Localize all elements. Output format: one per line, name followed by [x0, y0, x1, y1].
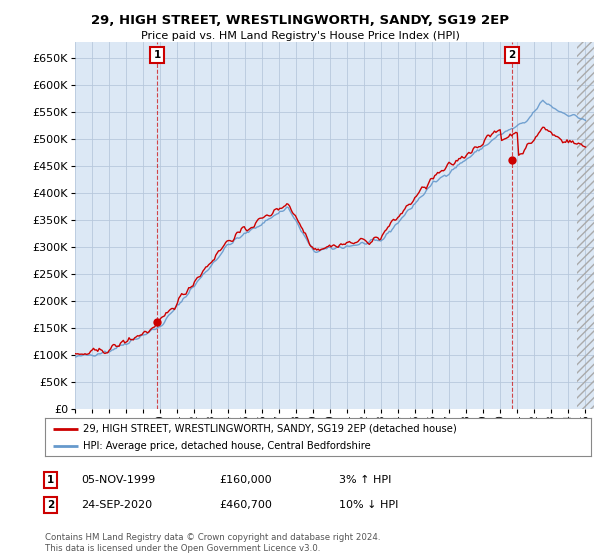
- Text: Price paid vs. HM Land Registry's House Price Index (HPI): Price paid vs. HM Land Registry's House …: [140, 31, 460, 41]
- Text: £460,700: £460,700: [219, 500, 272, 510]
- Text: Contains HM Land Registry data © Crown copyright and database right 2024.
This d: Contains HM Land Registry data © Crown c…: [45, 533, 380, 553]
- Text: HPI: Average price, detached house, Central Bedfordshire: HPI: Average price, detached house, Cent…: [83, 441, 371, 451]
- Text: 10% ↓ HPI: 10% ↓ HPI: [339, 500, 398, 510]
- Bar: [577, 42, 594, 409]
- Text: 24-SEP-2020: 24-SEP-2020: [81, 500, 152, 510]
- Text: 2: 2: [47, 500, 54, 510]
- Text: 29, HIGH STREET, WRESTLINGWORTH, SANDY, SG19 2EP: 29, HIGH STREET, WRESTLINGWORTH, SANDY, …: [91, 14, 509, 27]
- Text: £160,000: £160,000: [219, 475, 272, 485]
- Text: 2: 2: [508, 50, 515, 60]
- Text: 1: 1: [154, 50, 161, 60]
- Text: 29, HIGH STREET, WRESTLINGWORTH, SANDY, SG19 2EP (detached house): 29, HIGH STREET, WRESTLINGWORTH, SANDY, …: [83, 424, 457, 434]
- Text: 05-NOV-1999: 05-NOV-1999: [81, 475, 155, 485]
- Text: 3% ↑ HPI: 3% ↑ HPI: [339, 475, 391, 485]
- Text: 1: 1: [47, 475, 54, 485]
